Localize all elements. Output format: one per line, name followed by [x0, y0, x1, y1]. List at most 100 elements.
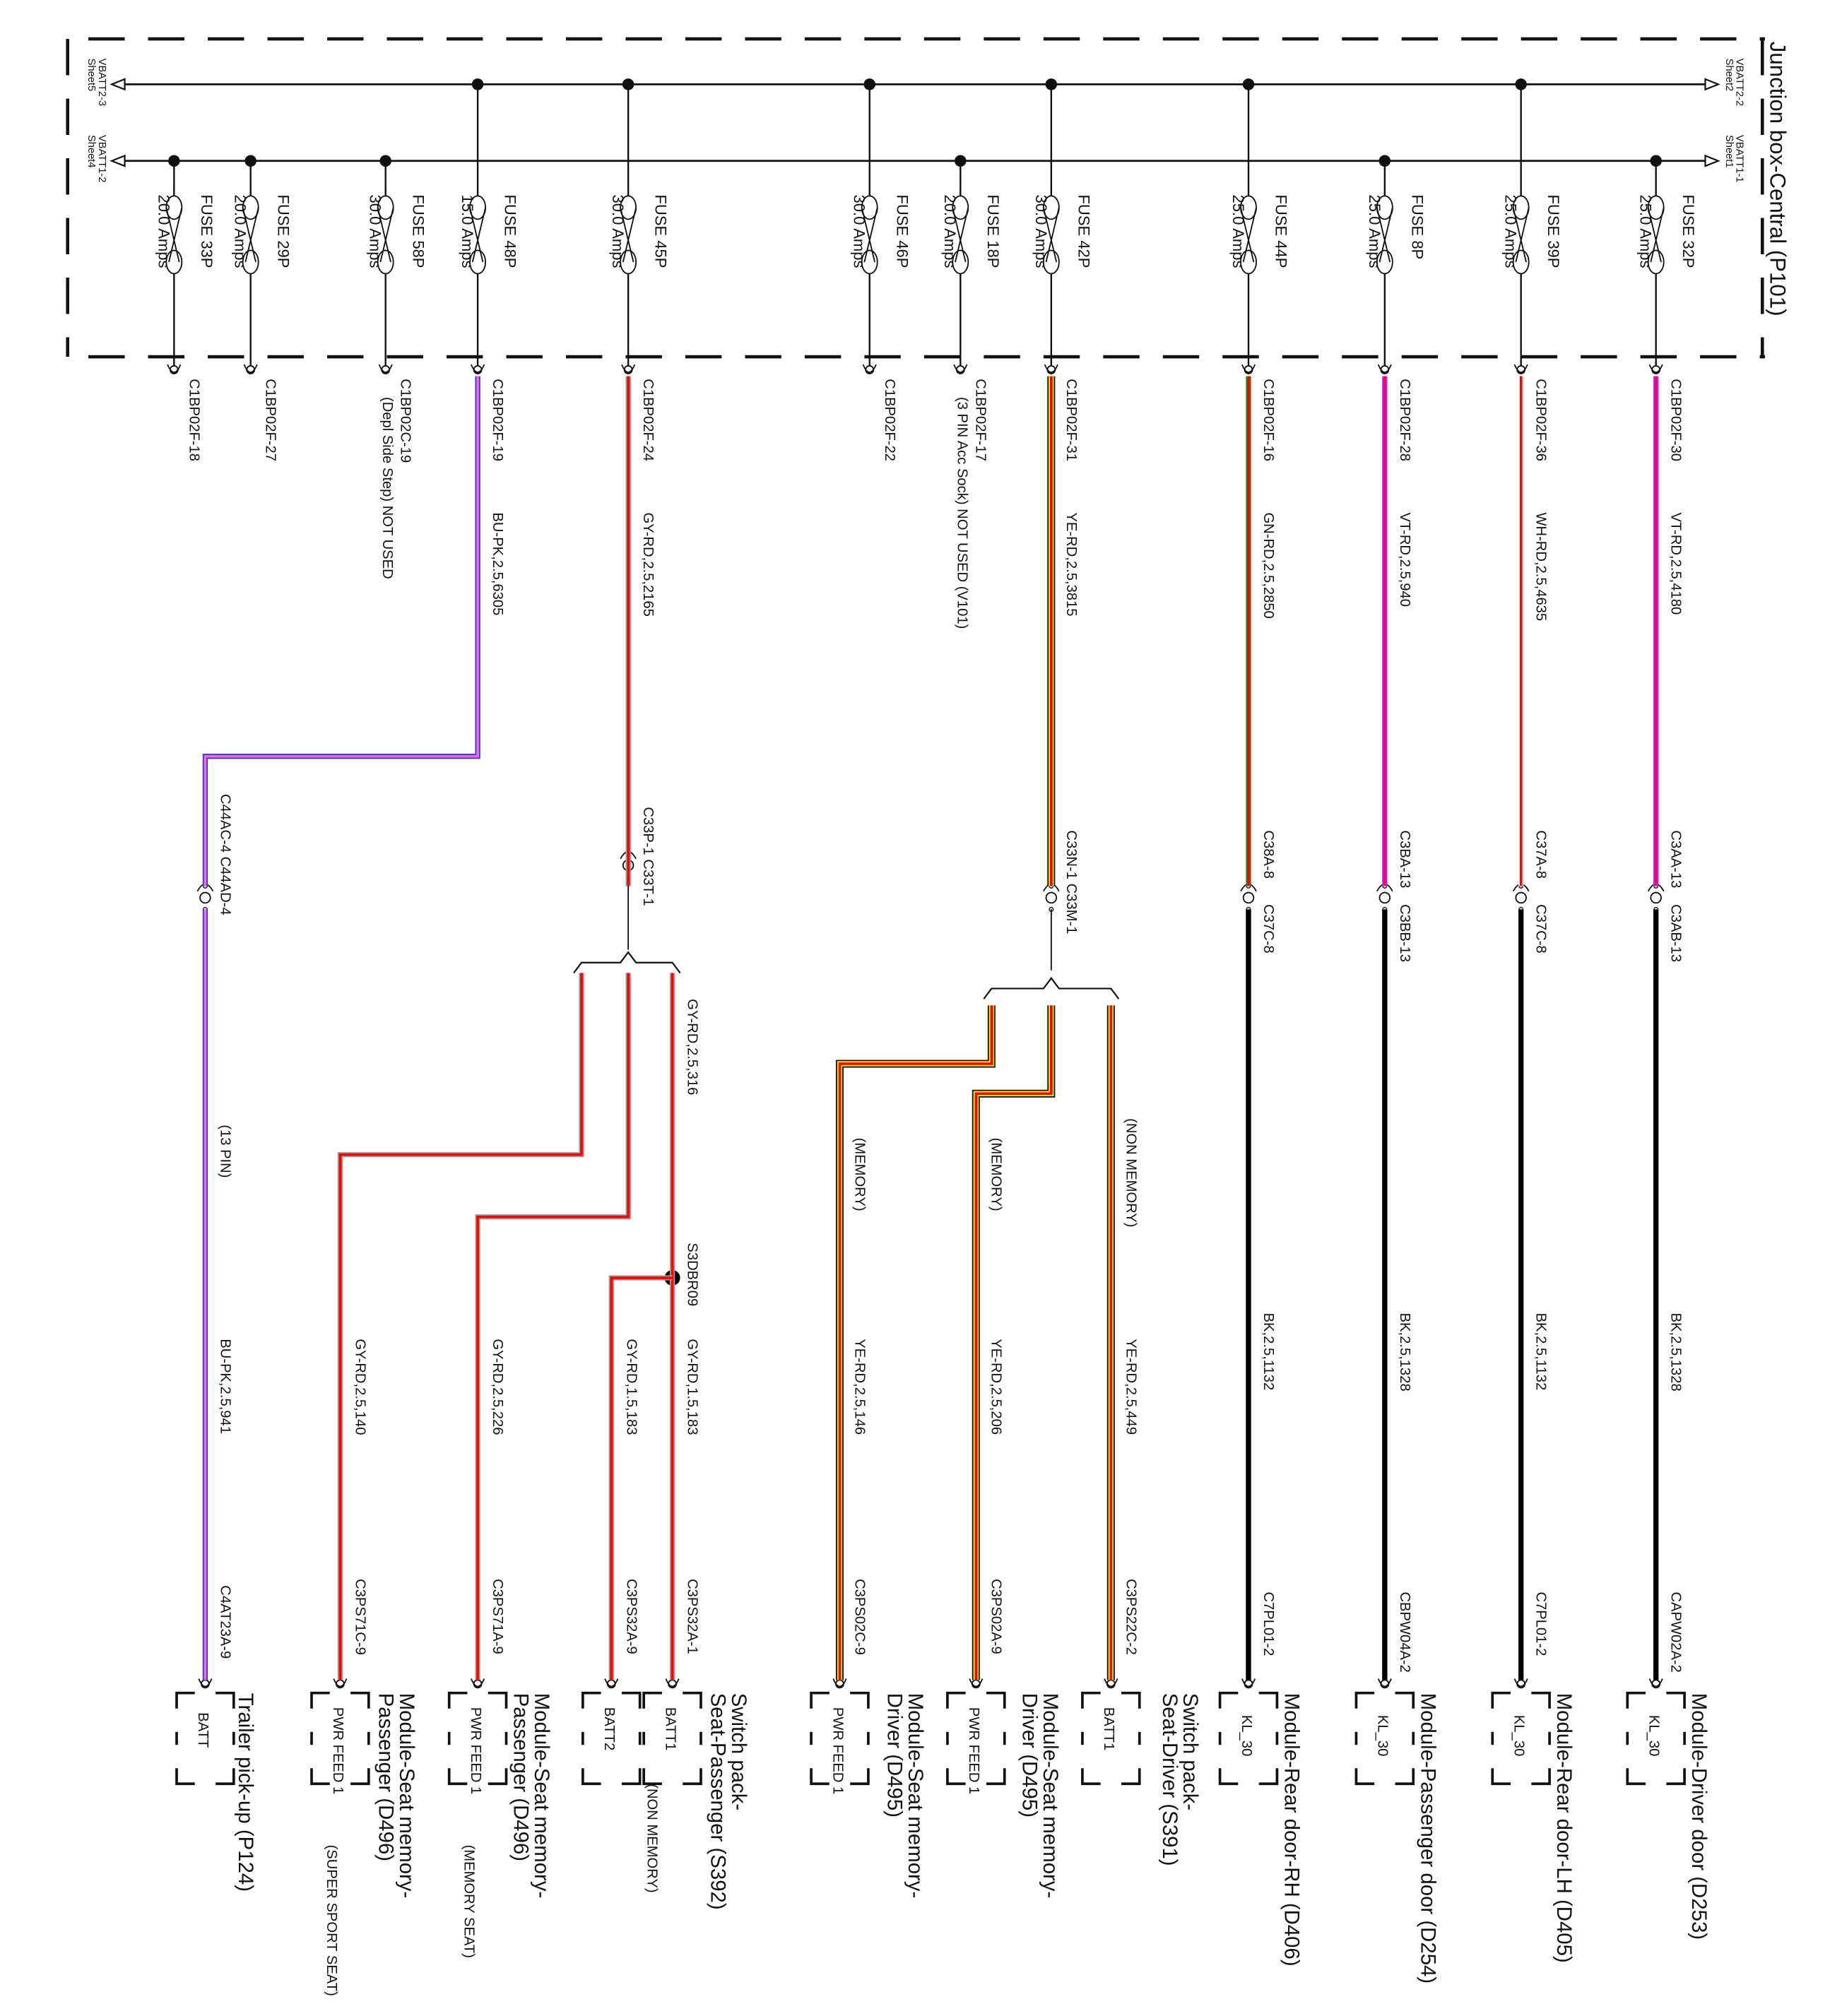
box-corner: [1531, 1768, 1551, 1786]
pin-cup-icon: [378, 364, 393, 373]
box-corner: [1395, 1768, 1415, 1786]
module-connector-box: [1626, 1691, 1686, 1786]
fuse-label: FUSE 44P: [1273, 194, 1290, 268]
end-pin-label: C3PS22C-2: [1123, 1579, 1138, 1655]
inline-connector-label: C3BA-13: [1397, 830, 1412, 888]
fuse-label: FUSE 45P: [652, 194, 670, 268]
pin-label: C1BP02F-30: [1668, 379, 1684, 461]
svg-text:Sheet1: Sheet1: [1723, 135, 1735, 168]
module-name: Module-Passenger door (D254): [1416, 1693, 1439, 1984]
fuse-label: FUSE 42P: [1075, 194, 1092, 268]
module-name: Switch pack-: [1179, 1693, 1202, 1811]
box-corner: [175, 1768, 195, 1786]
module-pin-label: PWR FEED 1: [330, 1707, 346, 1794]
fuse-rating: 20.0 Amps: [155, 194, 172, 268]
inline-connector-icon: [1045, 891, 1058, 904]
harness-split-bracket: [573, 951, 681, 974]
box-corner: [1666, 1768, 1686, 1786]
module-name: Module-Rear door-LH (D405): [1552, 1693, 1576, 1963]
pin-cup-icon: [1377, 1678, 1392, 1688]
inline-connector-label: C3AB-13: [1668, 904, 1684, 962]
inline-connector-label: C3BB-13: [1397, 904, 1412, 962]
module-pin-label: KL_30: [1375, 1715, 1391, 1756]
pin-cup-icon: [969, 1678, 984, 1688]
module-pin-label: BATT2: [601, 1707, 617, 1750]
module-name: Driver (D495): [1017, 1693, 1041, 1818]
pin-cup-icon: [953, 364, 968, 373]
pin-label: C1BP02F-24: [640, 379, 656, 461]
fuse-rating: 25.0 Amps: [1229, 194, 1247, 268]
module-pin-label: PWR FEED 1: [468, 1707, 483, 1794]
svg-text:VBATT1-1: VBATT1-1: [1734, 135, 1745, 182]
inline-connector-label: C38A-8: [1261, 830, 1276, 878]
wire-branch-183-2-base: [608, 1275, 673, 1680]
wire-label: GN-RD,2.5,2850: [1261, 512, 1276, 618]
end-pin-label: CBPW04A-2: [1397, 1591, 1412, 1672]
fuse-rating: 15.0 Amps: [459, 194, 476, 268]
module-pin-label: KL_30: [1646, 1715, 1661, 1756]
fuse-rating: 25.0 Amps: [1502, 194, 1520, 268]
wire-branch-206-outline: [972, 1005, 1056, 1680]
wire-bu-pk-6305-base: [202, 376, 480, 887]
module-name: Module-Seat memory-: [904, 1693, 927, 1899]
module-connector-box: [582, 1691, 642, 1786]
pin-cup-icon: [471, 1678, 485, 1688]
wire-branch-226-stripe: [476, 973, 630, 1680]
wire-note: (13 PIN): [217, 1125, 232, 1178]
fuse-link-icon: [952, 207, 969, 263]
inline-connector-label: C37A-8: [1533, 830, 1549, 878]
box-corner: [986, 1691, 1006, 1709]
module-name: Seat-Driver (S391): [1158, 1693, 1181, 1866]
module-pin-label: BATT: [195, 1712, 211, 1748]
box-corner: [1491, 1691, 1511, 1709]
wire-label: GY-RD,2.5,316: [685, 999, 700, 1095]
inline-connector-icon: [1650, 891, 1662, 904]
harness-split-bracket: [983, 976, 1120, 1000]
fuse-label: FUSE 48P: [502, 194, 519, 268]
box-corner: [447, 1768, 468, 1786]
box-corner: [850, 1768, 870, 1786]
fuse-label: FUSE 32P: [1680, 194, 1697, 268]
box-corner: [683, 1768, 702, 1786]
wire-label: YE-RD,2.5,3815: [1063, 512, 1079, 616]
inline-connector-label: C37C-8: [1533, 904, 1549, 954]
pin-label: C1BP02F-27: [263, 379, 278, 461]
box-corner: [1218, 1691, 1239, 1709]
fuse-link-icon: [1240, 207, 1257, 263]
box-corner: [1218, 1768, 1239, 1786]
pin-cup-icon: [243, 364, 258, 373]
box-corner: [216, 1768, 235, 1786]
fuse-rating: 30.0 Amps: [1032, 194, 1050, 268]
svg-text:Sheet5: Sheet5: [85, 59, 97, 92]
module-connector-box: [310, 1691, 370, 1786]
box-corner: [810, 1691, 830, 1709]
fuse-label: FUSE 33P: [198, 194, 216, 268]
wire-label: BK,2.5,1132: [1533, 1313, 1549, 1391]
box-corner: [216, 1691, 235, 1709]
module-name: Passenger (D496): [509, 1693, 533, 1861]
wire-branch-206-stripe: [974, 1005, 1053, 1680]
wire-label: BK,2.5,1328: [1397, 1313, 1412, 1392]
wire-branch-183-2-stripe: [610, 1276, 673, 1680]
module-name: Module-Driver door (D253): [1687, 1693, 1711, 1940]
pin-cup-icon: [1241, 364, 1256, 373]
svg-text:VBATT1-2: VBATT1-2: [96, 135, 107, 182]
fuse-label: FUSE 46P: [893, 194, 911, 268]
box-corner: [582, 1768, 601, 1786]
fuse-link-icon: [242, 207, 259, 263]
fuse-link-icon: [620, 207, 637, 263]
box-corner: [1354, 1768, 1375, 1786]
pin-cup-icon: [621, 364, 636, 373]
box-corner: [986, 1768, 1006, 1786]
inline-connector-label: C33P-1 C33T-1: [640, 807, 656, 906]
wire-label: WH-RD,2.5,4635: [1533, 512, 1549, 621]
fuse-link-icon: [165, 207, 183, 263]
wire-note: (MEMORY): [852, 1138, 868, 1211]
fuse-label: FUSE 39P: [1545, 194, 1562, 268]
svg-text:VBATT2-3: VBATT2-3: [96, 59, 107, 106]
pin-cup-icon: [604, 1678, 619, 1688]
box-corner: [1354, 1691, 1375, 1709]
box-corner: [1395, 1691, 1415, 1709]
wires: [202, 376, 1659, 1680]
